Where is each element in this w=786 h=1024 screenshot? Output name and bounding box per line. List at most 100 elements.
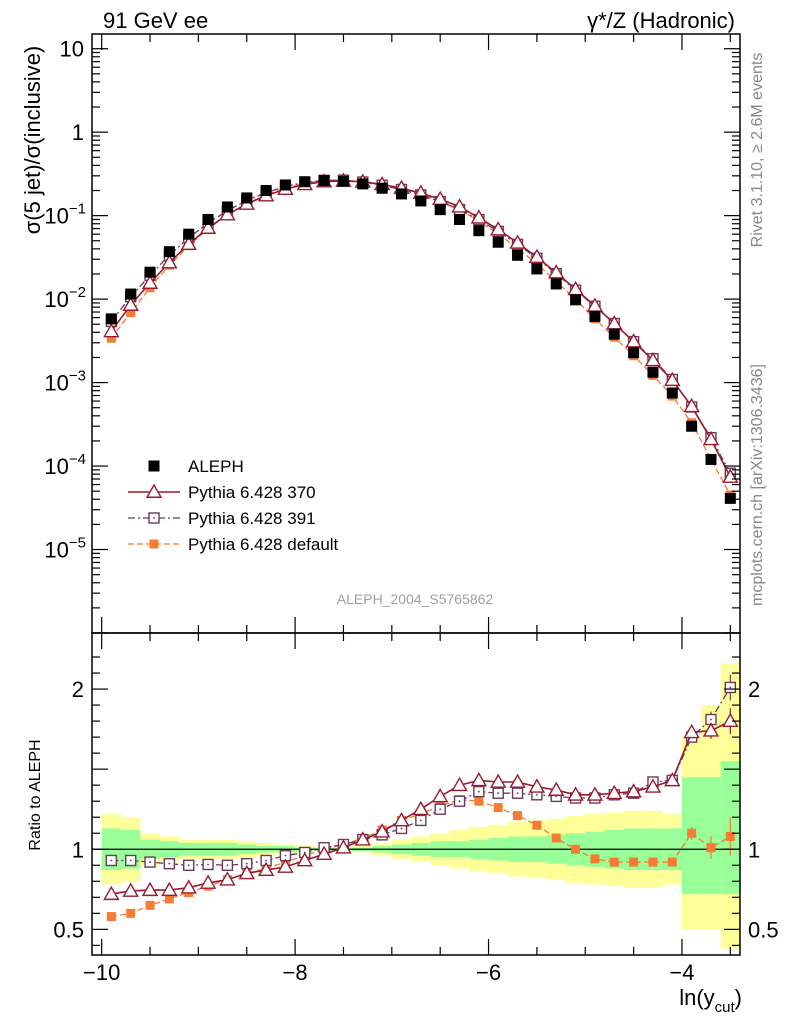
- legend-item-pdef: Pythia 6.428 default: [128, 535, 339, 554]
- point-p370: [161, 254, 178, 269]
- series-pdef: [106, 175, 735, 500]
- point-p370: [528, 248, 546, 264]
- ratio-point-p370: [567, 786, 584, 801]
- legend-item-p391: Pythia 6.428 391: [128, 509, 316, 528]
- ratio-point-pdef: [590, 854, 600, 864]
- ratio-point-p391-dot: [245, 862, 248, 865]
- point-aleph: [105, 313, 117, 325]
- legend-label-pdef: Pythia 6.428 default: [188, 535, 339, 554]
- ratio-point-p391-dot: [129, 859, 132, 862]
- legend-marker-p391-dot: [153, 517, 155, 519]
- header-left-label: 91 GeV ee: [103, 8, 208, 33]
- ratio-point-p370: [180, 879, 197, 894]
- ratio-point-p391-dot: [110, 859, 113, 862]
- point-p370: [219, 206, 236, 221]
- ratio-ylabel: Ratio to ALEPH: [27, 739, 44, 850]
- point-aleph: [570, 294, 582, 306]
- ratio-point-p370: [103, 885, 120, 901]
- ratio-series-group: [103, 674, 739, 922]
- band-inner-bin: [701, 777, 721, 895]
- point-aleph: [492, 236, 504, 248]
- ratio-point-p370: [722, 712, 739, 728]
- point-p370: [625, 333, 642, 348]
- ratio-point-pdef: [106, 912, 116, 922]
- point-p370: [180, 235, 197, 251]
- main-y-tick-label: 10: [60, 37, 84, 62]
- point-p370: [103, 323, 120, 338]
- ratio-point-pdef: [725, 831, 735, 841]
- ratio-point-pdef: [648, 857, 658, 867]
- ratio-point-p391-dot: [149, 861, 151, 863]
- ratio-point-pdef: [706, 843, 716, 853]
- ratio-point-pdef: [687, 828, 697, 838]
- ratio-point-pdef: [629, 857, 639, 867]
- ratio-point-p370: [470, 771, 488, 787]
- point-pdef: [126, 308, 136, 318]
- point-aleph: [221, 201, 233, 213]
- axis-ticks: [92, 34, 740, 955]
- point-aleph: [395, 188, 407, 200]
- ratio-point-p370: [683, 723, 700, 739]
- point-p370: [644, 351, 662, 367]
- ratio-point-p391-dot: [226, 864, 229, 867]
- ratio-point-p370: [490, 773, 507, 788]
- ratio-point-p391-dot: [535, 793, 538, 796]
- legend-marker-aleph: [148, 460, 160, 472]
- point-p370: [490, 221, 507, 236]
- ratio-point-pdef: [164, 894, 174, 904]
- x-tick-label: −10: [83, 960, 120, 985]
- legend: ALEPH Pythia 6.428 370 Pythia 6.428 391 Pyt…: [128, 457, 339, 554]
- point-aleph: [260, 185, 272, 197]
- point-aleph: [512, 249, 524, 261]
- ratio-point-p370: [393, 812, 410, 827]
- main-y-tick-label: 1: [72, 120, 84, 145]
- ratio-point-pdef: [551, 833, 561, 843]
- ratio-point-p391-dot: [187, 864, 190, 867]
- ratio-point-p370: [257, 861, 275, 877]
- point-aleph: [144, 266, 156, 278]
- ratio-point-p370: [644, 778, 662, 793]
- ratio-point-pdef: [667, 857, 677, 867]
- ratio-point-p391-dot: [400, 827, 403, 830]
- ratio-point-p391-dot: [439, 808, 442, 811]
- ratio-point-pdef: [571, 844, 581, 854]
- ratio-point-p391-dot: [710, 718, 712, 721]
- ratio-point-pdef: [474, 796, 484, 806]
- axis-tick-labels: 10 1 10−1 10−2 10−3 10−4 10−5 −10 −8 −6 −4 2 2 1 1 0.5 0…: [44, 37, 778, 985]
- x-tick-label: −6: [476, 960, 501, 985]
- ratio-y-tick-label: 0.5: [53, 917, 84, 942]
- ratio-point-p370: [664, 771, 681, 787]
- series-p391: [105, 174, 737, 479]
- ratio-point-p370: [315, 845, 333, 861]
- analysis-watermark: ALEPH_2004_S5765862: [337, 591, 494, 607]
- point-aleph: [608, 328, 620, 340]
- main-y-tick-label: 10−1: [44, 201, 86, 229]
- point-aleph: [666, 387, 678, 399]
- point-aleph: [376, 182, 388, 194]
- point-aleph: [531, 263, 543, 275]
- ratio-point-p370: [373, 823, 391, 838]
- ratio-y-tick-label: 2: [72, 677, 84, 702]
- point-aleph: [686, 420, 698, 432]
- ratio-point-p370: [431, 787, 449, 803]
- ratio-point-p370: [702, 722, 720, 737]
- point-aleph: [454, 213, 466, 225]
- ratio-point-pdef: [609, 857, 619, 867]
- legend-item-p370: Pythia 6.428 370: [128, 483, 316, 502]
- ratio-point-p370: [548, 781, 565, 796]
- legend-label-aleph: ALEPH: [188, 457, 244, 476]
- point-aleph: [473, 225, 485, 237]
- point-p370: [122, 296, 139, 311]
- x-tick-label: −8: [283, 960, 308, 985]
- ratio-point-pdef: [493, 803, 503, 813]
- ratio-point-p370: [509, 773, 526, 788]
- point-aleph: [434, 204, 446, 216]
- ratio-point-p370: [528, 778, 546, 793]
- ratio-point-p370: [625, 783, 642, 798]
- point-aleph: [724, 492, 736, 504]
- ratio-point-p370: [238, 864, 255, 880]
- ratio-point-pdef: [126, 908, 136, 918]
- point-p370: [683, 397, 700, 413]
- point-p370: [664, 371, 681, 387]
